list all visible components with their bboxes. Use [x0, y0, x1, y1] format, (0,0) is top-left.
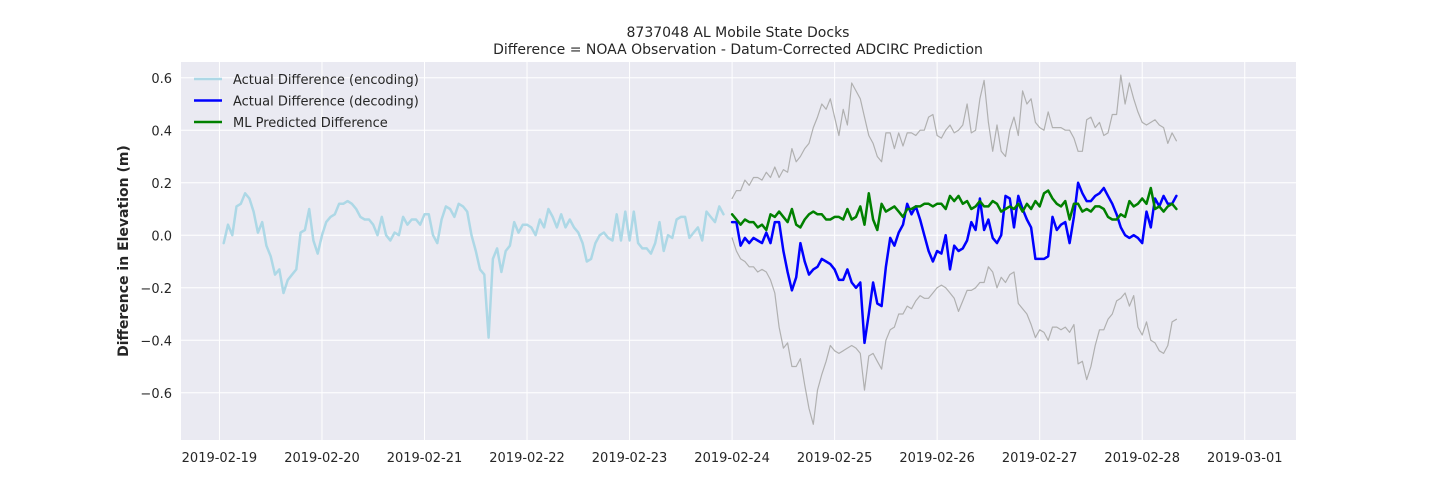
x-axis-ticks: 2019-02-19 2019-02-20 2019-02-21 2019-02-22…	[182, 451, 1283, 466]
y-tick-label: 0.4	[151, 124, 172, 139]
x-tick-label: 2019-02-24	[694, 451, 770, 466]
y-tick-label: 0.0	[151, 229, 172, 244]
x-tick-label: 2019-02-28	[1104, 451, 1180, 466]
x-tick-label: 2019-02-25	[797, 451, 873, 466]
y-tick-label: 0.6	[151, 72, 172, 87]
series-line-upper-bound	[731, 74, 1177, 200]
y-tick-label: −0.6	[140, 387, 172, 402]
y-tick-label: −0.4	[140, 334, 172, 349]
x-tick-label: 2019-02-23	[592, 451, 668, 466]
y-axis-label: Difference in Elevation (m)	[116, 145, 132, 357]
y-axis-ticks: 0.6 0.4 0.2 0.0 −0.2 −0.4 −0.6	[140, 72, 172, 402]
y-tick-label: −0.2	[140, 282, 172, 297]
x-tick-label: 2019-03-01	[1207, 451, 1283, 466]
series-line-actual-difference-decoding	[730, 181, 1178, 345]
legend-label: ML Predicted Difference	[233, 116, 388, 131]
series-line-actual-difference-encoding	[222, 192, 725, 339]
x-tick-label: 2019-02-21	[387, 451, 463, 466]
x-tick-label: 2019-02-26	[899, 451, 975, 466]
chart-title: 8737048 AL Mobile State Docks	[627, 25, 850, 41]
series-line-ml-predicted-difference	[730, 186, 1178, 232]
y-tick-label: 0.2	[151, 177, 172, 192]
legend-item: ML Predicted Difference	[194, 116, 388, 131]
legend: Actual Difference (encoding) Actual Diffe…	[194, 73, 419, 131]
legend-item: Actual Difference (decoding)	[194, 95, 419, 110]
x-tick-label: 2019-02-20	[284, 451, 360, 466]
x-tick-label: 2019-02-19	[182, 451, 258, 466]
legend-item: Actual Difference (encoding)	[194, 73, 419, 88]
chart-subtitle: Difference = NOAA Observation - Datum-Co…	[493, 42, 983, 58]
legend-label: Actual Difference (encoding)	[233, 73, 419, 88]
series-layer	[222, 74, 1178, 425]
legend-label: Actual Difference (decoding)	[233, 95, 419, 110]
series-line-lower-bound	[731, 237, 1177, 425]
x-tick-label: 2019-02-22	[489, 451, 565, 466]
x-tick-label: 2019-02-27	[1002, 451, 1078, 466]
